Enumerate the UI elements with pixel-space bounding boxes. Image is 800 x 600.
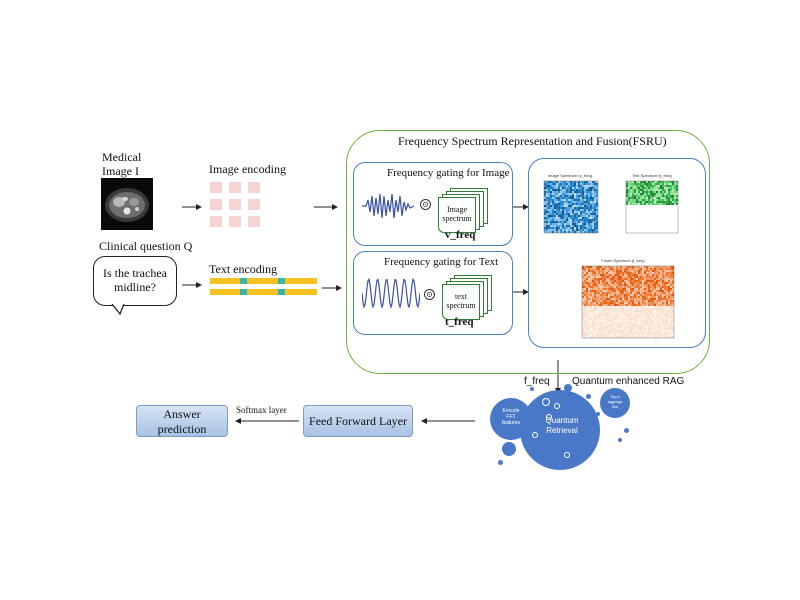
quantum-rag-cluster: Encode FFT features Quantum Retrieval To… [490,384,640,474]
image-heatmap-title: Image Spectrum (v_freq) [547,173,593,178]
softmax-label: Softmax layer [236,405,287,415]
v-freq-label: v_freq [445,229,476,241]
text-gating-title: Frequency gating for Text [384,256,499,268]
text-spectrum-heatmap [625,180,679,234]
answer-prediction-box: Answer prediction [136,405,228,437]
encode-fft-text: Encode FFT features [501,408,521,426]
question-bubble: Is the trachea midline? [93,256,177,306]
image-gating-title: Frequency gating for Image [387,167,510,179]
text-multiply-icon: ⊙ [424,289,435,300]
topk-text: Top-k aggrega tion [607,394,623,409]
quantum-retrieval-bubble [520,390,600,470]
text-heatmap-title: Text Spectrum (t_freq) [632,173,672,178]
bubble-tail [111,304,125,316]
text-encoding-bars [210,278,320,298]
image-spectrum-stack: Image spectrum [438,188,490,234]
text-encoding-label: Text encoding [209,262,278,276]
t-freq-label: t_freq [445,316,474,328]
quantum-rag-label: Quantum enhanced RAG [572,376,685,387]
image-encoding-grid [210,182,270,232]
medical-image-label: Medical Image I [102,150,142,178]
medical-ct-image [101,178,153,230]
topk-bubble [600,388,630,418]
image-encoding-label: Image encoding [209,162,286,176]
image-wave-icon [362,193,414,219]
clinical-question-label: Clinical question Q [99,239,193,253]
quantum-retrieval-text: Quantum Retrieval [545,416,579,435]
fsru-container [346,130,710,374]
image-spectrum-heatmap [543,180,599,234]
fused-spectrum-heatmap [581,265,675,339]
text-spectrum-stack: text spectrum [442,275,494,321]
text-wave-icon [362,277,420,310]
image-multiply-icon: ⊙ [420,199,431,210]
fused-heatmap-title: Fused Spectrum (f_freq) [601,258,645,263]
fsru-title: Frequency Spectrum Representation and Fu… [398,134,667,148]
f-freq-label: f_freq [524,376,550,387]
feed-forward-layer-box: Feed Forward Layer [303,405,413,437]
